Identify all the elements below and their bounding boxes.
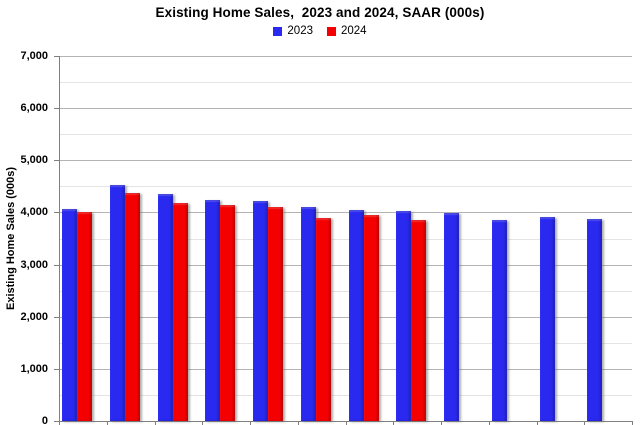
y-tick-label: 1,000: [20, 363, 48, 375]
bar-2024-group4: [220, 205, 235, 421]
x-axis-tick: [584, 422, 585, 425]
y-tick-label: 0: [41, 415, 48, 425]
y-axis-line: [59, 56, 60, 421]
major-gridline: [59, 108, 632, 109]
bar-2023-group10: [492, 220, 507, 421]
major-gridline: [59, 56, 632, 57]
minor-gridline: [59, 239, 632, 240]
y-tick-label: 7,000: [20, 50, 48, 62]
bar-2023-group7: [349, 210, 364, 421]
minor-gridline: [59, 82, 632, 83]
bar-2023-group2: [110, 185, 125, 421]
major-gridline: [59, 369, 632, 370]
major-gridline: [59, 160, 632, 161]
bar-2024-group6: [316, 218, 331, 421]
bar-2024-group1: [77, 212, 92, 421]
y-tick-label: 2,000: [20, 311, 48, 323]
x-axis-tick: [59, 422, 60, 425]
minor-gridline: [59, 343, 632, 344]
legend-swatch-2024: [327, 26, 336, 36]
x-axis-tick: [393, 422, 394, 425]
x-axis-tick: [537, 422, 538, 425]
x-axis-tick: [202, 422, 203, 425]
bar-2024-group3: [173, 203, 188, 421]
minor-gridline: [59, 291, 632, 292]
bar-2023-group9: [444, 213, 459, 421]
minor-gridline: [59, 134, 632, 135]
bar-2023-group11: [540, 217, 555, 421]
y-axis-tick: [54, 317, 59, 318]
bar-2023-group8: [396, 211, 411, 421]
legend: 2023 2024: [0, 25, 640, 37]
bar-2024-group5: [268, 207, 283, 421]
bar-2023-group1: [62, 209, 77, 421]
y-axis-tick: [54, 421, 59, 422]
major-gridline: [59, 265, 632, 266]
bar-2023-group5: [253, 201, 268, 421]
y-axis-tick: [54, 369, 59, 370]
bar-2023-group12: [587, 219, 602, 421]
y-axis-tick: [54, 265, 59, 266]
minor-gridline: [59, 395, 632, 396]
y-axis-tick: [54, 56, 59, 57]
minor-gridline: [59, 186, 632, 187]
legend-label-2024: 2024: [341, 25, 367, 37]
x-axis-tick: [489, 422, 490, 425]
y-axis-tick: [54, 160, 59, 161]
y-tick-label: 6,000: [20, 102, 48, 114]
chart-title: Existing Home Sales, 2023 and 2024, SAAR…: [155, 5, 485, 20]
bar-2023-group4: [205, 200, 220, 421]
y-axis-tick: [54, 108, 59, 109]
major-gridline: [59, 212, 632, 213]
x-axis-tick: [107, 422, 108, 425]
x-axis-tick: [632, 422, 633, 425]
bar-2024-group8: [411, 220, 426, 421]
x-axis-tick: [155, 422, 156, 425]
x-axis-tick: [250, 422, 251, 425]
legend-item-2024: 2024: [327, 25, 367, 37]
major-gridline: [59, 317, 632, 318]
bar-2024-group7: [364, 215, 379, 421]
legend-swatch-2023: [273, 26, 283, 36]
bar-2023-group3: [158, 194, 173, 421]
legend-label-2023: 2023: [287, 25, 313, 37]
y-tick-label: 5,000: [20, 154, 48, 166]
bar-2024-group2: [125, 193, 140, 421]
y-axis-tick: [54, 212, 59, 213]
x-axis-tick: [346, 422, 347, 425]
bar-2023-group6: [301, 207, 316, 421]
x-axis-tick: [441, 422, 442, 425]
y-tick-label: 4,000: [20, 206, 48, 218]
x-axis-tick: [298, 422, 299, 425]
y-tick-label: 3,000: [20, 259, 48, 271]
x-axis-line: [59, 421, 633, 422]
legend-item-2023: 2023: [273, 25, 313, 37]
